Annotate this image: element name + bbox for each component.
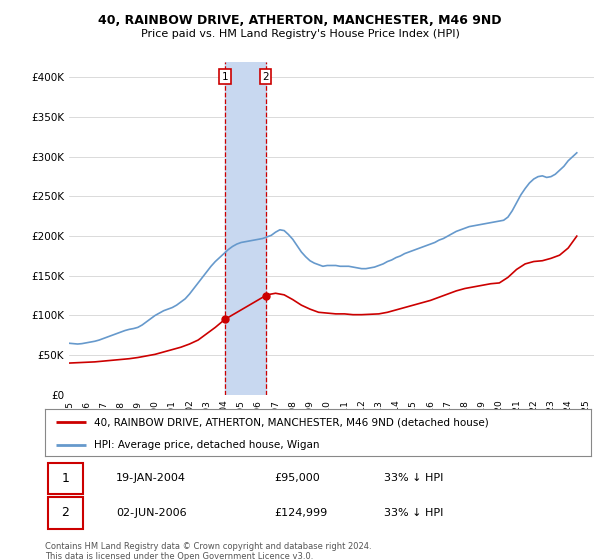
Text: 2: 2 [61, 506, 69, 520]
Text: £124,999: £124,999 [274, 508, 328, 518]
Text: £95,000: £95,000 [274, 473, 320, 483]
Text: 40, RAINBOW DRIVE, ATHERTON, MANCHESTER, M46 9ND (detached house): 40, RAINBOW DRIVE, ATHERTON, MANCHESTER,… [94, 417, 489, 427]
Text: Price paid vs. HM Land Registry's House Price Index (HPI): Price paid vs. HM Land Registry's House … [140, 29, 460, 39]
Text: HPI: Average price, detached house, Wigan: HPI: Average price, detached house, Wiga… [94, 440, 320, 450]
Text: 02-JUN-2006: 02-JUN-2006 [116, 508, 187, 518]
Text: 33% ↓ HPI: 33% ↓ HPI [383, 473, 443, 483]
Text: 2: 2 [262, 72, 269, 82]
FancyBboxPatch shape [48, 463, 83, 494]
Text: 19-JAN-2004: 19-JAN-2004 [116, 473, 186, 483]
FancyBboxPatch shape [48, 497, 83, 529]
Text: 33% ↓ HPI: 33% ↓ HPI [383, 508, 443, 518]
Text: Contains HM Land Registry data © Crown copyright and database right 2024.
This d: Contains HM Land Registry data © Crown c… [45, 542, 371, 560]
Text: 40, RAINBOW DRIVE, ATHERTON, MANCHESTER, M46 9ND: 40, RAINBOW DRIVE, ATHERTON, MANCHESTER,… [98, 14, 502, 27]
Bar [225, 62, 266, 395]
Text: 1: 1 [221, 72, 228, 82]
Text: 1: 1 [61, 472, 69, 485]
